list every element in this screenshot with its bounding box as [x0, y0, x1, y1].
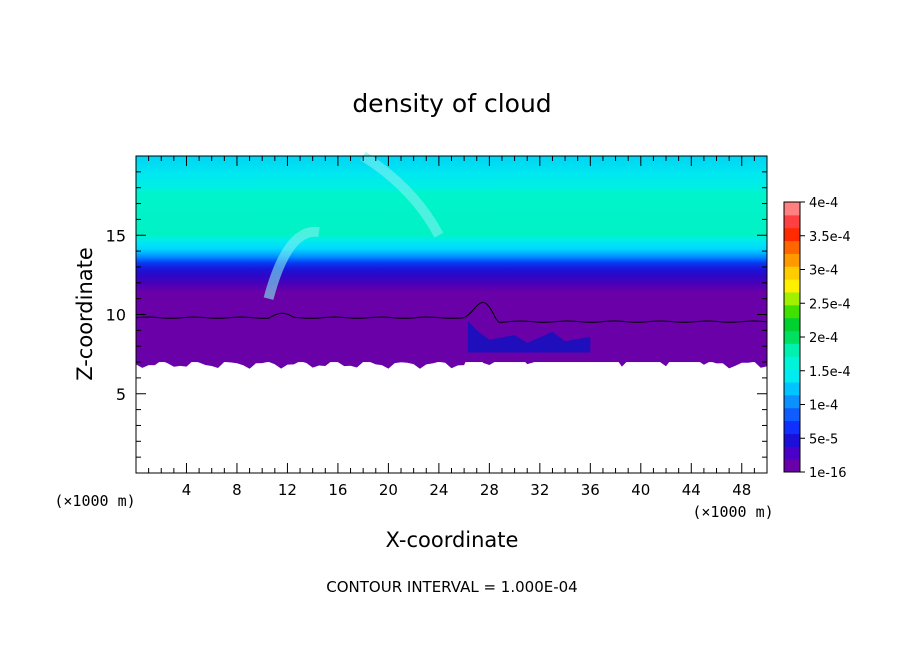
- colorbar-swatch: [784, 394, 800, 409]
- colorbar-swatch: [784, 330, 800, 344]
- colorbar-label: 2e-4: [809, 331, 838, 346]
- colorbar-swatch: [784, 304, 800, 319]
- x-tick-label: 20: [379, 481, 398, 499]
- colorbar-label: 5e-5: [809, 432, 838, 447]
- cloud-field: [136, 156, 767, 363]
- colorbar-label: 4e-4: [809, 196, 838, 211]
- colorbar-swatch: [784, 420, 800, 434]
- x-tick-label: 44: [682, 481, 701, 499]
- x-tick-label: 16: [328, 481, 347, 499]
- y-tick-label: 5: [116, 385, 126, 404]
- y-axis-label: Z-coordinate: [73, 247, 97, 381]
- x-unit-right: (×1000 m): [692, 503, 773, 521]
- x-unit-left: (×1000 m): [54, 492, 135, 510]
- y-axis-ticks: 5 10 15: [106, 171, 767, 458]
- colorbar-swatch: [784, 240, 800, 254]
- x-tick-label: 36: [581, 481, 600, 499]
- x-axis-ticks: 4 8 12 16 20 24 28 32 36 40 44 48: [148, 156, 755, 499]
- colorbar-swatch: [784, 356, 800, 370]
- colorbar-label: 1.5e-4: [809, 365, 851, 380]
- colorbar-swatch: [784, 369, 800, 383]
- colorbar-swatch: [784, 279, 800, 293]
- colorbar: 1e-16 5e-5 1e-4 1.5e-4 2e-4 2.5e-4 3e-4 3.5e-4 4…: [783, 196, 851, 481]
- colorbar-swatch: [784, 343, 800, 357]
- cloud-base-edge: [136, 346, 767, 369]
- x-tick-label: 24: [429, 481, 448, 499]
- y-tick-label: 10: [106, 306, 126, 325]
- x-tick-label: 8: [232, 481, 242, 499]
- x-tick-label: 28: [480, 481, 499, 499]
- colorbar-swatch: [784, 214, 800, 229]
- colorbar-swatch: [784, 253, 800, 267]
- colorbar-label: 3.5e-4: [809, 230, 851, 245]
- x-tick-label: 12: [278, 481, 297, 499]
- updraft-plume: [263, 151, 444, 300]
- boundary-contour: [135, 301, 768, 323]
- x-tick-label: 40: [631, 481, 650, 499]
- colorbar-swatch: [784, 292, 800, 306]
- y-tick-label: 15: [106, 226, 126, 245]
- colorbar-swatch: [784, 459, 800, 473]
- x-tick-label: 4: [182, 481, 192, 499]
- chart-title: density of cloud: [352, 89, 551, 118]
- x-tick-label: 48: [732, 481, 751, 499]
- colorbar-swatch: [784, 202, 800, 216]
- colorbar-label: 1e-16: [809, 466, 847, 481]
- x-axis-label: X-coordinate: [386, 528, 519, 552]
- colorbar-swatch: [784, 446, 800, 460]
- colorbar-label: 2.5e-4: [809, 297, 851, 312]
- x-tick-label: 32: [530, 481, 549, 499]
- cloud-turbulence: [467, 320, 591, 353]
- colorbar-swatch: [784, 266, 800, 280]
- colorbar-swatch: [784, 227, 800, 242]
- colorbar-label: 3e-4: [809, 264, 838, 279]
- colorbar-swatch: [784, 317, 800, 332]
- colorbar-swatch: [784, 433, 800, 447]
- colorbar-swatch: [784, 382, 800, 396]
- colorbar-label: 1e-4: [809, 399, 838, 414]
- colorbar-swatch: [784, 407, 800, 422]
- contour-interval-note: CONTOUR INTERVAL = 1.000E-04: [326, 578, 577, 596]
